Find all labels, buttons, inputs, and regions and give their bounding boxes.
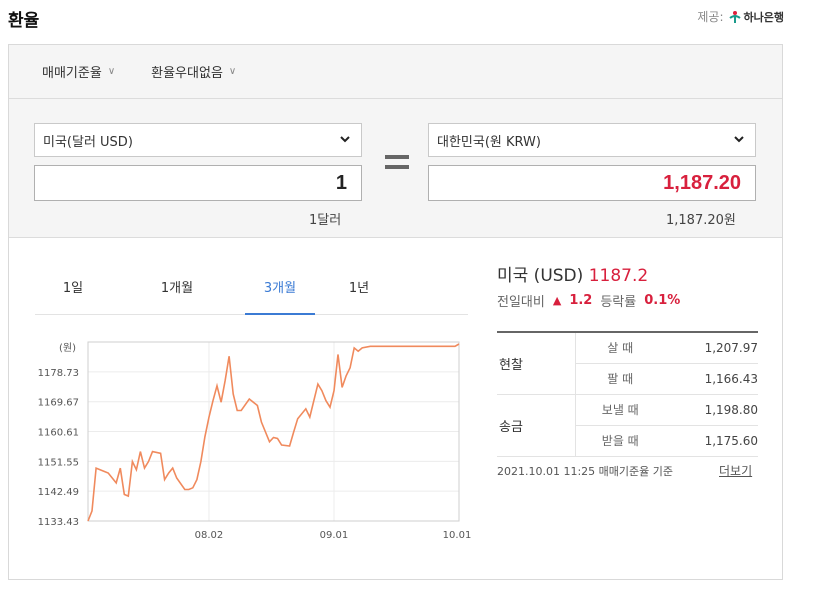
- tab-3month[interactable]: 3개월: [245, 277, 315, 315]
- rate-group-transfer: 송금: [497, 394, 576, 457]
- exchange-rate-line: [87, 343, 460, 522]
- summary-country: 미국 (USD): [497, 266, 584, 286]
- filter-preference-label: 환율우대없음: [151, 66, 223, 81]
- change-value: 1.2: [569, 293, 593, 308]
- provider-logo: 하나은행: [728, 9, 784, 25]
- table-row: 받을 때 1,175.60: [497, 425, 758, 457]
- table-row: 송금 보낼 때 1,198.80: [497, 394, 758, 457]
- table-row: 현찰 살 때 1,207.97: [497, 332, 758, 395]
- bank-logo-icon: [728, 10, 741, 23]
- rate-label: 팔 때: [575, 363, 665, 395]
- rate-value: 1,198.80: [665, 394, 758, 426]
- y-tick-label: 1142.49: [38, 487, 79, 498]
- filter-rate-type-label: 매매기준율: [42, 66, 102, 81]
- timestamp-note: 2021.10.01 11:25 매매기준율 기준: [497, 465, 674, 478]
- from-currency-label: 미국(달러 USD): [43, 134, 133, 150]
- y-tick-label: 1151.55: [38, 457, 79, 468]
- table-row: 팔 때 1,166.43: [497, 363, 758, 395]
- up-arrow-icon: ▲: [552, 294, 562, 307]
- equals-icon: [385, 155, 409, 175]
- summary-rate: 1187.2: [588, 266, 649, 286]
- y-axis-unit: (원): [59, 342, 76, 354]
- provider-name: 하나은행: [743, 10, 784, 24]
- change-label: 전일대비: [497, 295, 545, 310]
- y-tick-label: 1178.73: [38, 368, 79, 379]
- converter: 미국(달러 USD) 1 1달러 대한민국(원 KRW) 1,187.20 1,…: [9, 99, 782, 238]
- rate-value: 1,207.97: [665, 332, 758, 364]
- period-tabs: 1일 1개월 3개월 1년: [35, 277, 468, 315]
- rate-label: 받을 때: [575, 425, 665, 457]
- rate-value: 1,175.60: [665, 425, 758, 457]
- rates-table: 현찰 살 때 1,207.97 팔 때 1,166.43 송금 보낼 때 1,1…: [497, 331, 758, 457]
- more-link[interactable]: 더보기: [719, 464, 753, 478]
- y-tick-label: 1133.43: [38, 517, 79, 528]
- tab-1day[interactable]: 1일: [62, 281, 84, 296]
- tab-1year[interactable]: 1년: [348, 281, 370, 296]
- exchange-widget: 매매기준율 ∨ 환율우대없음 ∨ 미국(달러 USD) 1 1달러 대한민국(원…: [8, 44, 783, 580]
- rate-change-value: 0.1%: [644, 293, 681, 308]
- summary-title: 미국 (USD) 1187.2: [497, 261, 648, 286]
- x-tick-label: 08.02: [195, 530, 224, 541]
- to-currency-select[interactable]: 대한민국(원 KRW): [428, 123, 756, 157]
- to-currency-label: 대한민국(원 KRW): [437, 134, 541, 150]
- x-tick-label: 10.01: [443, 530, 472, 541]
- y-tick-label: 1160.61: [38, 428, 79, 439]
- filter-preference[interactable]: 환율우대없음 ∨: [151, 62, 236, 81]
- provider-label: 제공:: [697, 10, 724, 24]
- rate-group-cash: 현찰: [497, 332, 576, 395]
- tab-1month[interactable]: 1개월: [160, 281, 194, 296]
- to-amount-output[interactable]: 1,187.20: [428, 165, 756, 201]
- provider: 제공: 하나은행: [697, 8, 784, 25]
- from-currency-select[interactable]: 미국(달러 USD): [34, 123, 362, 157]
- caret-down-icon: [734, 136, 744, 143]
- chevron-down-icon: ∨: [228, 66, 237, 77]
- rate-label: 보낼 때: [575, 394, 665, 426]
- x-tick-label: 09.01: [320, 530, 349, 541]
- chevron-down-icon: ∨: [107, 66, 116, 77]
- caret-down-icon: [340, 136, 350, 143]
- rate-label: 살 때: [575, 332, 665, 364]
- rate-change-label: 등락률: [600, 295, 637, 310]
- filter-rate-type[interactable]: 매매기준율 ∨: [42, 62, 115, 81]
- summary-change: 전일대비 ▲ 1.2 등락률 0.1%: [497, 291, 680, 310]
- filter-bar: 매매기준율 ∨ 환율우대없음 ∨: [9, 45, 782, 99]
- from-amount-input[interactable]: 1: [34, 165, 362, 201]
- y-tick-label: 1169.67: [38, 398, 79, 409]
- rate-value: 1,166.43: [665, 363, 758, 395]
- plot-frame: [87, 341, 460, 522]
- to-unit-label: 1,187.20원: [666, 213, 736, 228]
- rate-chart: (원) 1178.73 1169.67 1160.61 1151.55 1142.49 1…: [38, 341, 472, 541]
- from-unit-label: 1달러: [309, 213, 342, 228]
- page-title: 환율: [8, 11, 40, 31]
